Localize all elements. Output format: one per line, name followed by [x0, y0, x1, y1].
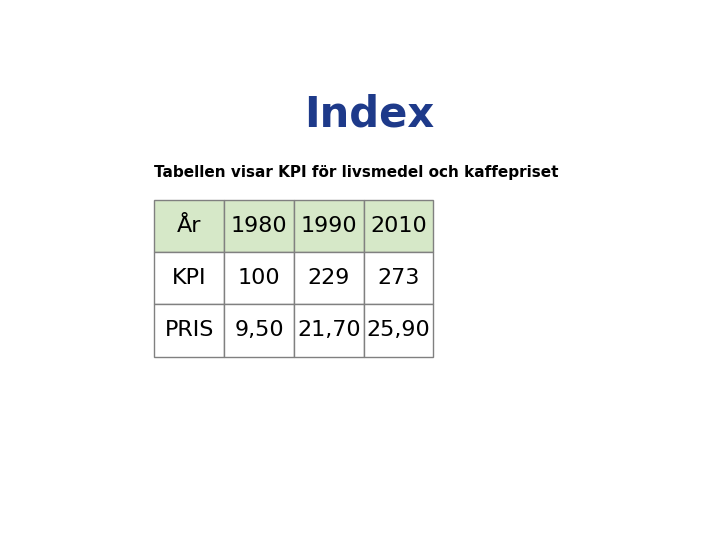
FancyBboxPatch shape: [224, 252, 294, 304]
FancyBboxPatch shape: [224, 304, 294, 356]
Text: 2010: 2010: [370, 215, 427, 236]
Text: 25,90: 25,90: [366, 320, 431, 340]
FancyBboxPatch shape: [154, 304, 224, 356]
Text: År: År: [177, 215, 202, 236]
Text: 229: 229: [307, 268, 350, 288]
Text: 9,50: 9,50: [234, 320, 284, 340]
Text: 273: 273: [377, 268, 420, 288]
FancyBboxPatch shape: [364, 304, 433, 356]
FancyBboxPatch shape: [154, 200, 224, 252]
Text: PRIS: PRIS: [164, 320, 214, 340]
FancyBboxPatch shape: [294, 304, 364, 356]
Text: 1980: 1980: [230, 215, 287, 236]
FancyBboxPatch shape: [364, 252, 433, 304]
Text: Index: Index: [304, 94, 434, 136]
FancyBboxPatch shape: [224, 200, 294, 252]
Text: 1990: 1990: [300, 215, 357, 236]
Text: KPI: KPI: [172, 268, 207, 288]
Text: Tabellen visar KPI för livsmedel och kaffepriset: Tabellen visar KPI för livsmedel och kaf…: [154, 165, 559, 180]
FancyBboxPatch shape: [294, 200, 364, 252]
Text: 100: 100: [238, 268, 280, 288]
FancyBboxPatch shape: [154, 252, 224, 304]
FancyBboxPatch shape: [294, 252, 364, 304]
Text: 21,70: 21,70: [297, 320, 361, 340]
FancyBboxPatch shape: [364, 200, 433, 252]
